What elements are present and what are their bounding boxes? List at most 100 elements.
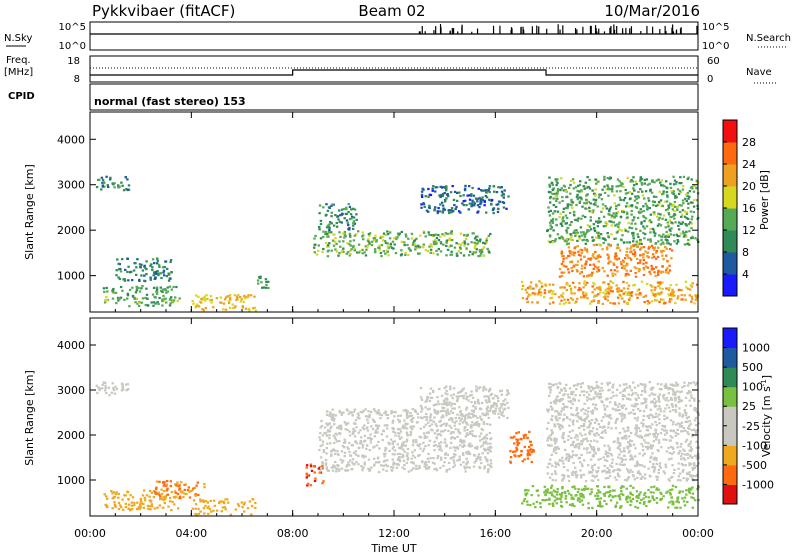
data-cell — [670, 419, 672, 421]
data-cell — [145, 288, 147, 290]
data-cell — [152, 305, 154, 307]
data-cell — [685, 494, 687, 496]
data-cell — [314, 235, 316, 237]
data-cell — [627, 257, 629, 259]
data-cell — [596, 498, 598, 500]
data-cell — [485, 458, 487, 460]
data-cell — [687, 392, 689, 394]
data-cell — [574, 436, 576, 438]
data-cell — [669, 203, 671, 205]
data-cell — [363, 428, 365, 430]
data-cell — [348, 413, 350, 415]
data-cell — [583, 489, 585, 491]
data-cell — [612, 489, 614, 491]
data-cell — [265, 287, 267, 289]
data-cell — [593, 300, 595, 302]
data-cell — [586, 440, 588, 442]
data-cell — [570, 297, 572, 299]
data-cell — [650, 241, 652, 243]
data-cell — [140, 287, 142, 289]
data-cell — [163, 274, 165, 276]
data-cell — [464, 189, 466, 191]
data-cell — [471, 421, 473, 423]
data-cell — [521, 288, 523, 290]
data-cell — [632, 187, 634, 189]
data-cell — [557, 188, 559, 190]
data-cell — [227, 502, 229, 504]
data-cell — [554, 210, 556, 212]
data-cell — [435, 186, 437, 188]
data-cell — [667, 208, 669, 210]
data-cell — [450, 394, 452, 396]
data-cell — [496, 405, 498, 407]
data-cell — [359, 429, 361, 431]
data-cell — [373, 464, 375, 466]
data-cell — [478, 206, 480, 208]
data-cell — [333, 418, 335, 420]
data-cell — [533, 450, 535, 452]
data-cell — [609, 302, 611, 304]
data-cell — [603, 216, 605, 218]
data-cell — [616, 232, 618, 234]
data-cell — [653, 398, 655, 400]
data-cell — [654, 421, 656, 423]
data-cell — [179, 488, 181, 490]
data-cell — [449, 447, 451, 449]
data-cell — [142, 494, 144, 496]
data-cell — [250, 294, 252, 296]
data-cell — [588, 207, 590, 209]
data-cell — [432, 462, 434, 464]
data-cell — [364, 435, 366, 437]
data-cell — [565, 457, 567, 459]
data-cell — [629, 227, 631, 229]
data-cell — [598, 491, 600, 493]
data-cell — [583, 459, 585, 461]
data-cell — [350, 412, 352, 414]
data-cell — [557, 386, 559, 388]
data-cell — [575, 388, 577, 390]
data-cell — [390, 412, 392, 414]
data-cell — [618, 290, 620, 292]
data-cell — [116, 269, 118, 271]
data-cell — [522, 297, 524, 299]
data-cell — [576, 194, 578, 196]
data-cell — [455, 208, 457, 210]
data-cell — [674, 206, 676, 208]
data-cell — [682, 231, 684, 233]
data-cell — [388, 442, 390, 444]
data-cell — [447, 430, 449, 432]
data-cell — [557, 488, 559, 490]
data-cell — [665, 429, 667, 431]
data-cell — [445, 245, 447, 247]
data-cell — [483, 204, 485, 206]
data-cell — [468, 185, 470, 187]
data-cell — [442, 205, 444, 207]
data-cell — [540, 282, 542, 284]
data-cell — [587, 411, 589, 413]
data-cell — [591, 507, 593, 509]
data-cell — [465, 238, 467, 240]
data-cell — [655, 266, 657, 268]
data-cell — [528, 431, 530, 433]
data-cell — [247, 507, 249, 509]
data-cell — [635, 181, 637, 183]
data-cell — [198, 513, 200, 515]
data-cell — [630, 295, 632, 297]
data-cell — [384, 460, 386, 462]
data-cell — [466, 396, 468, 398]
data-cell — [405, 409, 407, 411]
colorbar-segment — [723, 164, 737, 187]
data-cell — [642, 215, 644, 217]
data-cell — [646, 205, 648, 207]
data-cell — [658, 234, 660, 236]
data-cell — [203, 483, 205, 485]
data-cell — [436, 396, 438, 398]
data-cell — [497, 397, 499, 399]
data-cell — [599, 458, 601, 460]
data-cell — [690, 397, 692, 399]
data-cell — [640, 436, 642, 438]
data-cell — [552, 222, 554, 224]
data-cell — [626, 270, 628, 272]
data-cell — [200, 298, 202, 300]
data-cell — [306, 476, 308, 478]
